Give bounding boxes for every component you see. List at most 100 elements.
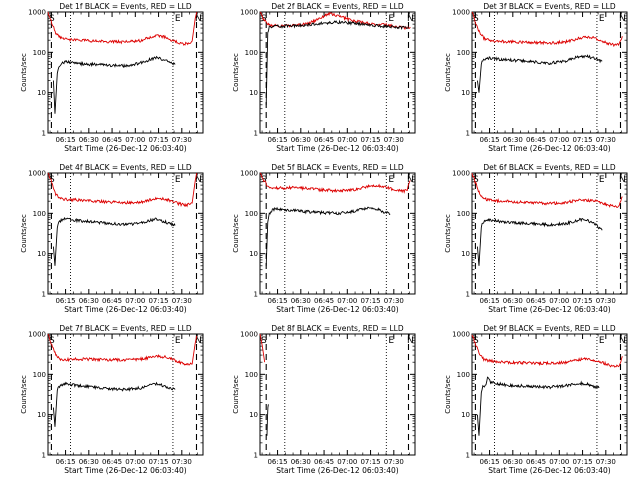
x-axis-label: Start Time (26-Dec-12 06:03:40): [64, 305, 186, 314]
x-tick-label: 06:45: [526, 458, 546, 466]
x-tick-label: 07:30: [596, 297, 616, 305]
x-tick-label: 07:30: [384, 297, 404, 305]
x-tick-label: 07:00: [337, 458, 357, 466]
detector-panel-9: Det 9f BLACK = Events, RED = LLD 1 10 100 10…: [444, 324, 628, 475]
x-tick-label: 07:15: [572, 458, 592, 466]
y-tick-label: 100: [33, 49, 46, 57]
detector-panel-5: Det 5f BLACK = Events, RED = LLD 1 10 100 10…: [232, 163, 416, 314]
x-tick-label: 07:30: [172, 136, 192, 144]
x-tick-label: 07:15: [148, 458, 168, 466]
plot-frame: [47, 11, 204, 134]
events-series-line: [265, 19, 409, 105]
lld-series-line: [47, 172, 198, 208]
marker-n-label: N: [195, 14, 202, 24]
events-series-line: [476, 54, 603, 93]
y-tick-label: 1: [42, 452, 46, 460]
marker-e-label: E: [175, 175, 181, 185]
events-series-line: [52, 381, 176, 427]
x-tick-label: 06:30: [291, 297, 311, 305]
marker-s-label: S: [473, 175, 479, 185]
x-tick-label: 07:15: [148, 297, 168, 305]
y-tick-label: 100: [457, 371, 470, 379]
x-tick-label: 06:30: [291, 458, 311, 466]
x-axis-label: Start Time (26-Dec-12 06:03:40): [64, 144, 186, 153]
panel-title: Det 5f BLACK = Events, RED = LLD: [271, 163, 404, 172]
y-axis-label: Counts/sec: [20, 53, 28, 92]
y-axis-label: Counts/sec: [444, 214, 452, 253]
x-tick-label: 06:30: [79, 458, 99, 466]
y-tick-label: 10: [37, 89, 46, 97]
y-tick-label: 1000: [28, 170, 46, 178]
x-tick-label: 07:15: [148, 136, 168, 144]
x-tick-label: 06:30: [503, 297, 523, 305]
events-series-line: [476, 376, 600, 436]
y-tick-label: 10: [461, 89, 470, 97]
y-tick-label: 1: [466, 452, 470, 460]
marker-e-label: E: [175, 14, 181, 24]
x-tick-label: 07:00: [337, 136, 357, 144]
x-tick-label: 07:30: [596, 136, 616, 144]
x-tick-label: 06:45: [102, 297, 122, 305]
plot-frame: [47, 172, 204, 295]
x-tick-label: 06:30: [79, 136, 99, 144]
x-tick-label: 06:15: [479, 136, 499, 144]
y-tick-label: 100: [33, 371, 46, 379]
panel-title: Det 7f BLACK = Events, RED = LLD: [59, 324, 192, 333]
y-axis-label: Counts/sec: [20, 375, 28, 414]
x-tick-label: 07:00: [125, 458, 145, 466]
x-axis-label: Start Time (26-Dec-12 06:03:40): [488, 305, 610, 314]
x-tick-label: 06:15: [55, 136, 75, 144]
marker-e-label: E: [175, 336, 181, 346]
y-tick-label: 10: [37, 250, 46, 258]
x-tick-label: 07:00: [549, 297, 569, 305]
y-tick-label: 100: [33, 210, 46, 218]
y-tick-label: 10: [37, 411, 46, 419]
x-axis-label: Start Time (26-Dec-12 06:03:40): [276, 144, 398, 153]
y-tick-label: 100: [245, 371, 258, 379]
x-tick-label: 06:45: [314, 136, 334, 144]
lld-series-line: [259, 333, 266, 363]
marker-e-label: E: [388, 336, 394, 346]
panel-title: Det 6f BLACK = Events, RED = LLD: [483, 163, 616, 172]
x-tick-label: 06:45: [102, 458, 122, 466]
y-tick-label: 10: [249, 250, 258, 258]
y-tick-label: 1: [254, 291, 258, 299]
y-axis-label: Counts/sec: [444, 53, 452, 92]
y-tick-label: 1000: [452, 331, 470, 339]
marker-e-label: E: [599, 14, 605, 24]
plot-frame: [471, 333, 628, 456]
x-tick-label: 06:30: [79, 297, 99, 305]
y-tick-label: 1000: [240, 331, 258, 339]
y-tick-label: 1000: [28, 331, 46, 339]
detector-panel-8: Det 8f BLACK = Events, RED = LLD 1 10 100 10…: [232, 324, 416, 475]
detector-panel-4: Det 4f BLACK = Events, RED = LLD 1 10 100 10…: [20, 163, 204, 314]
y-tick-label: 1000: [28, 9, 46, 17]
x-tick-label: 07:15: [572, 297, 592, 305]
y-tick-label: 1000: [240, 170, 258, 178]
plot-frame: [47, 333, 204, 456]
detector-panel-1: Det 1f BLACK = Events, RED = LLD 1 10 100 10…: [20, 2, 204, 153]
x-tick-label: 06:45: [102, 136, 122, 144]
panel-title: Det 4f BLACK = Events, RED = LLD: [59, 163, 192, 172]
panel-title: Det 8f BLACK = Events, RED = LLD: [271, 324, 404, 333]
events-series-line: [266, 404, 269, 436]
panel-title: Det 1f BLACK = Events, RED = LLD: [59, 2, 192, 11]
marker-s-label: S: [261, 336, 267, 346]
x-tick-label: 07:30: [384, 136, 404, 144]
marker-e-label: E: [599, 336, 605, 346]
x-tick-label: 07:00: [549, 458, 569, 466]
marker-e-label: E: [388, 14, 394, 24]
plot-frame: [259, 172, 416, 295]
y-tick-label: 1000: [452, 170, 470, 178]
x-tick-label: 06:30: [291, 136, 311, 144]
marker-s-label: S: [49, 175, 55, 185]
marker-n-label: N: [407, 336, 414, 346]
x-tick-label: 07:30: [596, 458, 616, 466]
y-tick-label: 1: [466, 291, 470, 299]
marker-n-label: N: [619, 175, 626, 185]
x-axis-label: Start Time (26-Dec-12 06:03:40): [64, 466, 186, 475]
marker-s-label: S: [261, 175, 267, 185]
lld-series-line: [471, 173, 623, 208]
y-tick-label: 100: [457, 210, 470, 218]
